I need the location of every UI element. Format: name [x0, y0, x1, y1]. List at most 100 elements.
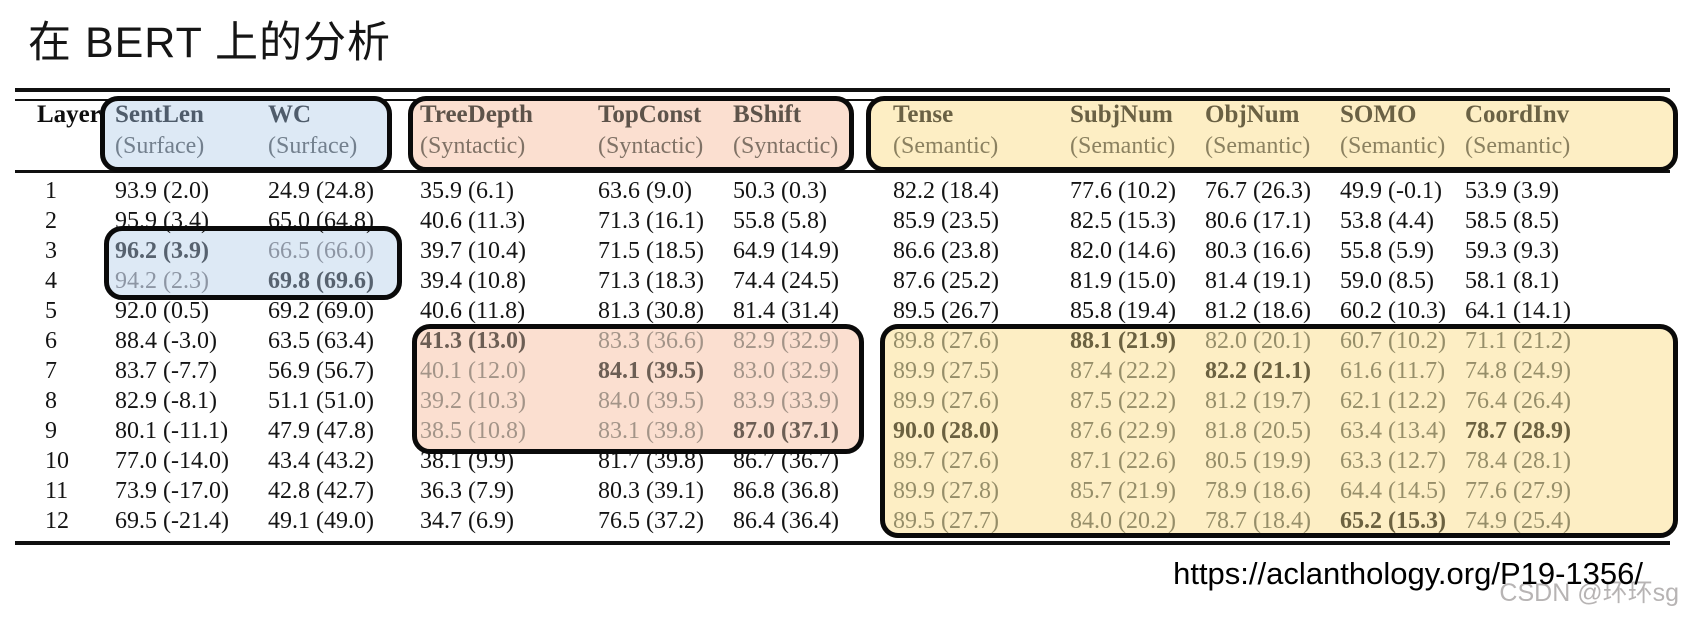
column-header-treedepth: TreeDepth (Syntactic) — [420, 101, 533, 159]
table-cell: 87.6 (25.2) — [893, 268, 999, 294]
layer-cell: 1 — [45, 178, 57, 204]
table-cell: 89.9 (27.5) — [893, 358, 999, 384]
layer-cell: 8 — [45, 388, 57, 414]
table-row: 5 92.0 (0.5) 69.2 (69.0) 40.6 (11.8) 81.3 (3… — [15, 296, 1670, 326]
table-cell: 86.8 (36.8) — [733, 478, 839, 504]
layer-cell: 10 — [45, 448, 69, 474]
table-cell: 49.9 (-0.1) — [1340, 178, 1442, 204]
table-cell: 71.5 (18.5) — [598, 238, 704, 264]
table-cell: 47.9 (47.8) — [268, 418, 374, 444]
highlight-box-surface-header — [100, 96, 392, 172]
table-cell: 42.8 (42.7) — [268, 478, 374, 504]
table-cell: 80.3 (39.1) — [598, 478, 704, 504]
table-cell: 76.5 (37.2) — [598, 508, 704, 534]
table-cell: 81.3 (30.8) — [598, 298, 704, 324]
highlight-box-syntactic-header — [408, 96, 854, 172]
table-cell: 82.9 (32.9) — [733, 328, 839, 354]
table-cell: 71.3 (18.3) — [598, 268, 704, 294]
layer-cell: 9 — [45, 418, 57, 444]
slide-title: 在 BERT 上的分析 — [28, 19, 392, 67]
table-cell: 59.3 (9.3) — [1465, 238, 1559, 264]
table-cell: 74.9 (25.4) — [1465, 508, 1571, 534]
table-cell: 40.6 (11.3) — [420, 208, 526, 234]
column-header-somo: SOMO (Semantic) — [1340, 101, 1446, 159]
highlight-fill-semantic-header — [866, 96, 1678, 172]
watermark: CSDN @环环sg — [1499, 579, 1679, 607]
table-cell: 83.9 (33.9) — [733, 388, 839, 414]
table-cell: 82.9 (-8.1) — [115, 388, 217, 414]
table-cell: 80.1 (-11.1) — [115, 418, 229, 444]
table-cell: 76.7 (26.3) — [1205, 178, 1311, 204]
table-cell: 87.1 (22.6) — [1070, 448, 1176, 474]
highlight-box-syntactic-rows — [412, 324, 864, 454]
table-cell: 82.0 (20.1) — [1205, 328, 1311, 354]
layer-cell: 7 — [45, 358, 57, 384]
table-cell: 83.7 (-7.7) — [115, 358, 217, 384]
table-cell: 81.8 (20.5) — [1205, 418, 1311, 444]
table-cell: 81.4 (19.1) — [1205, 268, 1311, 294]
layer-cell: 5 — [45, 298, 57, 324]
table-cell: 87.0 (37.1) — [733, 418, 839, 444]
table-cell: 89.9 (27.6) — [893, 388, 999, 414]
table-cell: 80.5 (19.9) — [1205, 448, 1311, 474]
table-cell: 61.6 (11.7) — [1340, 358, 1446, 384]
table-cell: 81.4 (31.4) — [733, 298, 839, 324]
table-cell: 85.9 (23.5) — [893, 208, 999, 234]
layer-cell: 6 — [45, 328, 57, 354]
table-cell: 59.0 (8.5) — [1340, 268, 1434, 294]
table-cell: 53.8 (4.4) — [1340, 208, 1434, 234]
column-header-sentlen: SentLen (Surface) — [115, 101, 205, 159]
highlight-box-surface-rows — [104, 226, 402, 300]
table-cell: 85.7 (21.9) — [1070, 478, 1176, 504]
table-cell: 73.9 (-17.0) — [115, 478, 229, 504]
table-cell: 81.2 (19.7) — [1205, 388, 1311, 414]
table-cell: 83.3 (36.6) — [598, 328, 704, 354]
table-cell: 39.7 (10.4) — [420, 238, 526, 264]
table-cell: 74.8 (24.9) — [1465, 358, 1571, 384]
table-cell: 81.9 (15.0) — [1070, 268, 1176, 294]
table-cell: 39.4 (10.8) — [420, 268, 526, 294]
table-cell: 74.4 (24.5) — [733, 268, 839, 294]
table-cell: 65.2 (15.3) — [1340, 508, 1446, 534]
table-cell: 81.2 (18.6) — [1205, 298, 1311, 324]
table-cell: 87.6 (22.9) — [1070, 418, 1176, 444]
table-cell: 77.6 (10.2) — [1070, 178, 1176, 204]
table-cell: 82.5 (15.3) — [1070, 208, 1176, 234]
table-cell: 89.7 (27.6) — [893, 448, 999, 474]
table-cell: 51.1 (51.0) — [268, 388, 374, 414]
table-bottom-rule — [15, 541, 1670, 545]
table-cell: 34.7 (6.9) — [420, 508, 514, 534]
table-cell: 63.4 (13.4) — [1340, 418, 1446, 444]
table-cell: 78.7 (28.9) — [1465, 418, 1571, 444]
table-cell: 55.8 (5.8) — [733, 208, 827, 234]
table-cell: 77.6 (27.9) — [1465, 478, 1571, 504]
table-row: 9 80.1 (-11.1) 47.9 (47.8) 38.5 (10.8) 83.1 … — [15, 416, 1670, 446]
layer-cell: 12 — [45, 508, 69, 534]
column-header-topconst: TopConst (Syntactic) — [598, 101, 704, 159]
column-header-layer: Layer — [37, 101, 101, 128]
table-cell: 80.3 (16.6) — [1205, 238, 1311, 264]
column-header-wc: WC (Surface) — [268, 101, 358, 159]
table-row: 4 94.2 (2.3) 69.8 (69.6) 39.4 (10.8) 71.3 (1… — [15, 266, 1670, 296]
table-cell: 77.0 (-14.0) — [115, 448, 229, 474]
table-cell: 89.8 (27.6) — [893, 328, 999, 354]
table-header-rule — [15, 170, 1670, 173]
table-cell: 66.5 (66.0) — [268, 238, 374, 264]
table-cell: 96.2 (3.9) — [115, 238, 209, 264]
source-url-link[interactable]: https://aclanthology.org/P19-1356/ — [1173, 556, 1643, 591]
table-cell: 71.3 (16.1) — [598, 208, 704, 234]
table-cell: 78.9 (18.6) — [1205, 478, 1311, 504]
table-cell: 43.4 (43.2) — [268, 448, 374, 474]
table-cell: 63.3 (12.7) — [1340, 448, 1446, 474]
highlight-fill-syntactic-header — [408, 96, 854, 172]
layer-cell: 3 — [45, 238, 57, 264]
table-cell: 78.7 (18.4) — [1205, 508, 1311, 534]
table-cell: 64.9 (14.9) — [733, 238, 839, 264]
table-cell: 40.1 (12.0) — [420, 358, 526, 384]
table-cell: 84.0 (39.5) — [598, 388, 704, 414]
table-cell: 83.0 (32.9) — [733, 358, 839, 384]
table-cell: 76.4 (26.4) — [1465, 388, 1571, 414]
table-cell: 40.6 (11.8) — [420, 298, 526, 324]
table-cell: 69.8 (69.6) — [268, 268, 374, 294]
highlight-fill-surface-header — [100, 96, 392, 172]
